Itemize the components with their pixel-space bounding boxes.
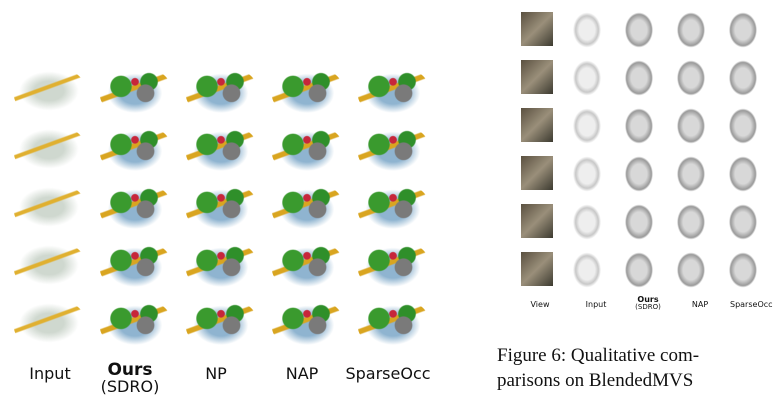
thumbnail (571, 250, 603, 290)
thumbnail (571, 202, 603, 242)
thumbnail (675, 250, 707, 290)
figure-caption: Figure 6: Qualitative com- parisons on B… (497, 343, 699, 393)
thumbnail (727, 202, 759, 242)
thumbnail (675, 58, 707, 98)
thumbnail (727, 250, 759, 290)
thumbnail (272, 68, 342, 114)
thumbnail (675, 106, 707, 146)
thumbnail (727, 58, 759, 98)
thumbnail (675, 154, 707, 194)
thumbnail (186, 126, 256, 172)
thumbnail (358, 68, 428, 114)
column-sublabel: (SDRO) (626, 304, 670, 311)
photo (521, 12, 553, 46)
thumbnail (186, 300, 256, 346)
thumbnail (100, 242, 170, 288)
thumbnail (623, 154, 655, 194)
thumbnail (571, 58, 603, 98)
thumbnail (272, 242, 342, 288)
thumbnail (14, 300, 84, 346)
thumbnail (623, 202, 655, 242)
thumbnail (727, 10, 759, 50)
thumbnail (623, 250, 655, 290)
thumbnail (358, 184, 428, 230)
column-label: NAP (678, 300, 722, 309)
thumbnail (571, 10, 603, 50)
column-label: SparseOcc (338, 364, 438, 383)
thumbnail (14, 68, 84, 114)
thumbnail (100, 184, 170, 230)
thumbnail (623, 10, 655, 50)
thumbnail (675, 10, 707, 50)
thumbnail (571, 106, 603, 146)
thumbnail (186, 242, 256, 288)
right-figure-grid (515, 6, 769, 294)
caption-line: Figure 6: Qualitative com- (497, 343, 699, 368)
photo (521, 252, 553, 286)
thumbnail (272, 126, 342, 172)
thumbnail (727, 154, 759, 194)
thumbnail (14, 242, 84, 288)
column-label: View (520, 300, 560, 309)
thumbnail (14, 126, 84, 172)
thumbnail (100, 68, 170, 114)
page: Input Ours(SDRO) NP NAP SparseOcc View I… (0, 0, 773, 398)
photo (521, 156, 553, 190)
thumbnail (14, 184, 84, 230)
column-label: Input (574, 300, 618, 309)
thumbnail (186, 68, 256, 114)
thumbnail (623, 58, 655, 98)
thumbnail (623, 106, 655, 146)
column-label: NAP (262, 364, 342, 383)
thumbnail (186, 184, 256, 230)
photo (521, 204, 553, 238)
thumbnail (100, 126, 170, 172)
column-label: SparseOcc (730, 300, 773, 309)
thumbnail (358, 300, 428, 346)
caption-line: parisons on BlendedMVS (497, 368, 699, 393)
left-figure-grid (6, 62, 436, 352)
thumbnail (272, 300, 342, 346)
column-label: Ours(SDRO) (90, 362, 170, 395)
thumbnail (675, 202, 707, 242)
thumbnail (358, 126, 428, 172)
column-label: NP (176, 364, 256, 383)
column-label: Ours(SDRO) (626, 296, 670, 311)
thumbnail (100, 300, 170, 346)
thumbnail (358, 242, 428, 288)
thumbnail (727, 106, 759, 146)
photo (521, 60, 553, 94)
column-label: Input (10, 364, 90, 383)
thumbnail (571, 154, 603, 194)
photo (521, 108, 553, 142)
thumbnail (272, 184, 342, 230)
column-sublabel: (SDRO) (90, 379, 170, 395)
